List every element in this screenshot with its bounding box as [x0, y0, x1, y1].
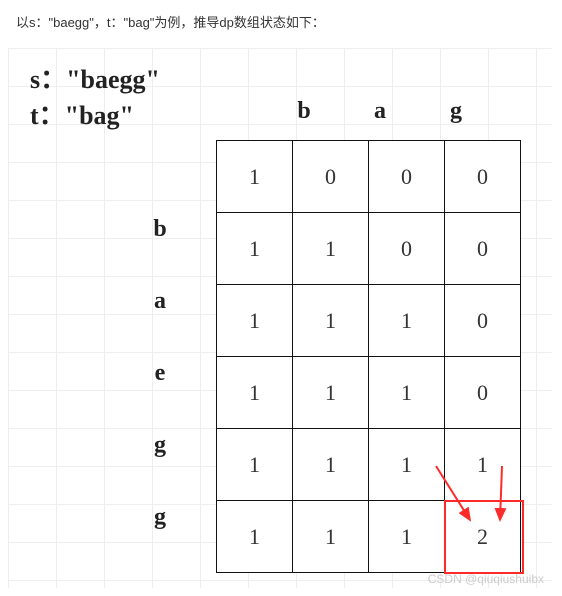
dp-table-body: 100011001110111011111112	[217, 141, 521, 573]
table-cell: 0	[445, 357, 521, 429]
table-cell: 0	[445, 285, 521, 357]
table-cell: 1	[369, 285, 445, 357]
table-cell: 2	[445, 501, 521, 573]
table-row: 1110	[217, 285, 521, 357]
table-cell: 1	[217, 357, 293, 429]
table-cell: 1	[369, 357, 445, 429]
s-label: s："baegg"	[30, 62, 160, 98]
table-row: 1110	[217, 357, 521, 429]
table-row: 1000	[217, 141, 521, 213]
table-row: 1100	[217, 213, 521, 285]
t-label: t："bag"	[30, 98, 160, 134]
table-cell: 1	[369, 501, 445, 573]
table-cell: 0	[293, 141, 369, 213]
table-cell: 1	[293, 213, 369, 285]
table-cell: 0	[445, 213, 521, 285]
col-header: g	[444, 98, 468, 125]
row-header: e	[148, 360, 172, 387]
table-cell: 1	[217, 501, 293, 573]
table-cell: 1	[217, 285, 293, 357]
table-cell: 1	[445, 429, 521, 501]
caption-text: 以s："baegg"，t："bag"为例，推导dp数组状态如下：	[16, 12, 325, 31]
table-cell: 1	[293, 285, 369, 357]
table-row: 1112	[217, 501, 521, 573]
table-row: 1111	[217, 429, 521, 501]
table-cell: 1	[217, 213, 293, 285]
col-header: a	[368, 98, 392, 125]
table-cell: 0	[369, 141, 445, 213]
col-header: b	[292, 98, 316, 125]
row-header: b	[148, 216, 172, 243]
table-cell: 1	[217, 141, 293, 213]
dp-table: 100011001110111011111112	[216, 140, 521, 573]
row-header: g	[148, 432, 172, 459]
table-cell: 1	[293, 357, 369, 429]
table-cell: 1	[369, 429, 445, 501]
watermark: CSDN @qiuqiushuibx	[428, 572, 544, 586]
table-cell: 1	[217, 429, 293, 501]
table-cell: 1	[293, 429, 369, 501]
table-cell: 0	[369, 213, 445, 285]
table-cell: 0	[445, 141, 521, 213]
st-labels: s："baegg" t："bag"	[30, 62, 160, 135]
table-cell: 1	[293, 501, 369, 573]
row-header: a	[148, 288, 172, 315]
row-header: g	[148, 504, 172, 531]
